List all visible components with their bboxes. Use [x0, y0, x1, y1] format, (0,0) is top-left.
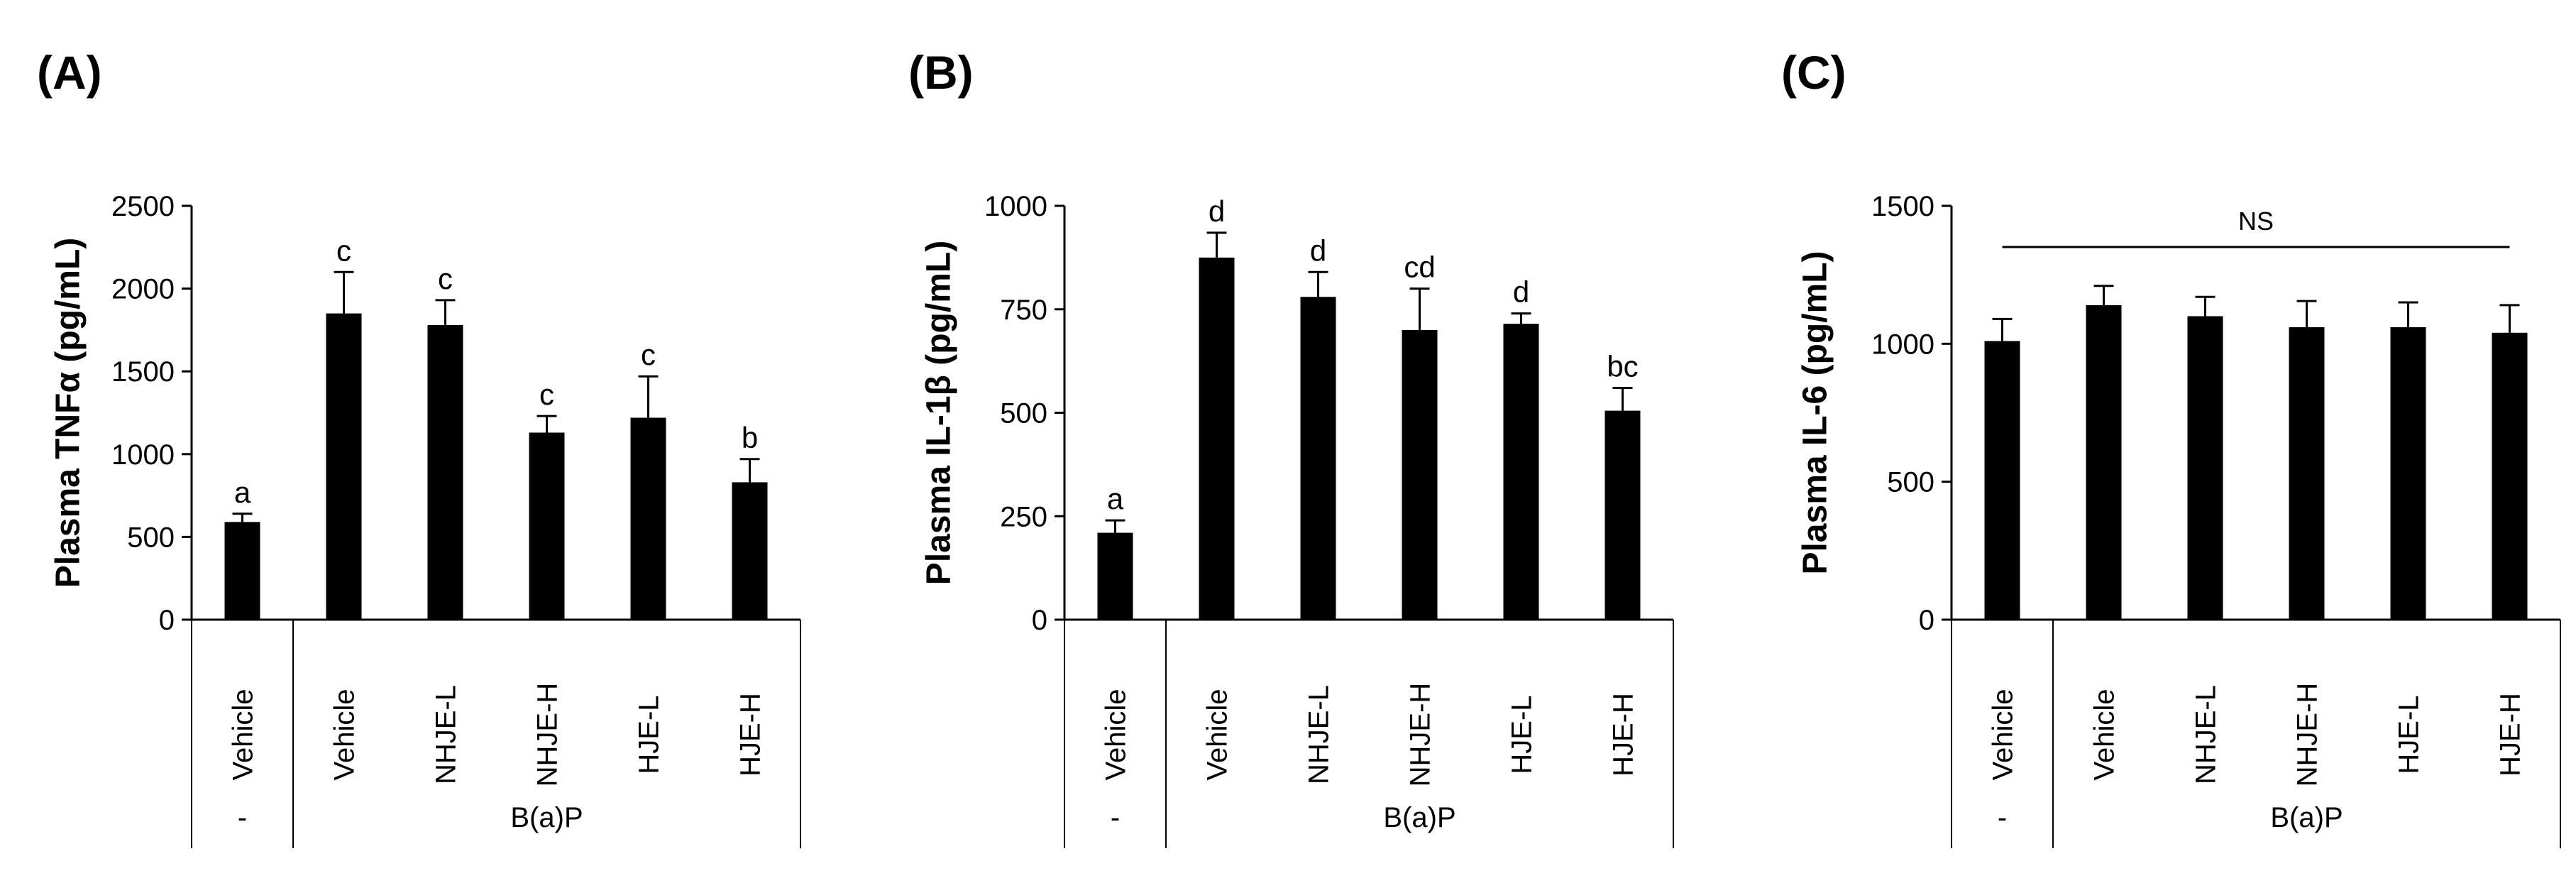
x-category-label: Vehicle — [2089, 689, 2120, 781]
bar — [2390, 327, 2426, 620]
chart-panel-2: (B) Plasma IL-1β (pg/mL) 0 250 500 750 1000 - B(… — [908, 46, 1674, 848]
bar — [529, 432, 565, 620]
x-category-label: Vehicle — [228, 689, 259, 781]
x-category-label: HJE-H — [1608, 693, 1639, 777]
y-tick-label: 1000 — [1871, 329, 1934, 360]
bar — [427, 324, 463, 620]
y-tick-label: 1500 — [1871, 191, 1934, 222]
significance-label: a — [1107, 482, 1124, 515]
x-category-label: HJE-L — [1507, 695, 1538, 774]
bar — [2187, 316, 2223, 620]
significance-label: bc — [1607, 350, 1638, 383]
significance-label: c — [539, 378, 554, 411]
y-tick-label: 750 — [1000, 295, 1047, 326]
y-tick-label: 2000 — [111, 274, 175, 305]
x-category-label: HJE-L — [634, 695, 665, 774]
y-axis-label: Plasma IL-1β (pg/mL) — [920, 241, 958, 585]
x-category-label: Vehicle — [1988, 689, 2019, 781]
y-tick-label: 2500 — [111, 191, 175, 222]
bar — [630, 417, 666, 620]
significance-label: b — [742, 421, 758, 454]
bar — [1097, 532, 1133, 620]
y-tick-label: 250 — [1000, 501, 1047, 532]
significance-label: cd — [1404, 251, 1435, 284]
bar — [1300, 297, 1336, 620]
significance-label: c — [438, 262, 453, 295]
bar — [1984, 341, 2020, 620]
significance-label: c — [336, 234, 351, 267]
ns-label: NS — [2238, 207, 2274, 236]
bar — [1402, 329, 1438, 620]
y-tick-label: 0 — [1919, 605, 1934, 636]
y-tick-label: 1000 — [984, 191, 1047, 222]
x-category-label: HJE-L — [2394, 695, 2425, 774]
x-category-label: NHJE-H — [2292, 683, 2323, 787]
bar — [1605, 410, 1641, 620]
y-tick-label: 1000 — [111, 439, 175, 471]
x-category-label: NHJE-L — [431, 685, 462, 784]
bar — [2289, 327, 2325, 620]
bar — [2492, 332, 2528, 620]
y-tick-label: 0 — [159, 605, 175, 636]
panel-label: (A) — [37, 46, 102, 99]
x-category-label: NHJE-L — [2191, 685, 2222, 784]
x-category-label: Vehicle — [329, 689, 360, 781]
significance-label: a — [234, 476, 251, 509]
significance-label: d — [1209, 194, 1225, 228]
chart-panel-3: (C) Plasma IL-6 (pg/mL) 0 500 1000 1500 - B(a)P… — [1781, 46, 2561, 848]
y-axis-label: Plasma TNFα (pg/mL) — [50, 238, 87, 588]
x-category-label: NHJE-L — [1304, 685, 1335, 784]
group-label: - — [238, 802, 247, 833]
x-category-label: NHJE-H — [532, 683, 563, 787]
bar — [224, 522, 260, 620]
bar — [2086, 305, 2122, 620]
x-category-label: Vehicle — [1202, 689, 1233, 781]
x-category-label: HJE-H — [2495, 693, 2526, 777]
panel-label: (B) — [908, 46, 974, 99]
significance-label: d — [1513, 275, 1529, 309]
panel-label: (C) — [1781, 46, 1846, 99]
bar — [326, 313, 362, 620]
x-category-label: NHJE-H — [1405, 683, 1436, 787]
group-label: - — [1111, 802, 1120, 833]
group-label: B(a)P — [510, 802, 583, 833]
significance-label: d — [1310, 234, 1326, 267]
y-tick-label: 1500 — [111, 356, 175, 388]
chart-panel-1: (A) Plasma TNFα (pg/mL) 0 500 1000 1500 2000 25… — [37, 46, 801, 848]
bar — [732, 482, 768, 620]
bar — [1503, 324, 1539, 620]
x-category-label: HJE-H — [735, 693, 766, 777]
bar — [1199, 257, 1235, 620]
y-tick-label: 500 — [127, 522, 175, 553]
group-label: B(a)P — [2270, 802, 2343, 833]
group-label: B(a)P — [1383, 802, 1455, 833]
y-tick-label: 500 — [1000, 398, 1047, 429]
group-label: - — [1998, 802, 2007, 833]
significance-label: c — [641, 338, 656, 371]
y-axis-label: Plasma IL-6 (pg/mL) — [1797, 251, 1834, 574]
x-category-label: Vehicle — [1101, 689, 1132, 781]
y-tick-label: 500 — [1887, 467, 1934, 498]
y-tick-label: 0 — [1032, 605, 1047, 636]
